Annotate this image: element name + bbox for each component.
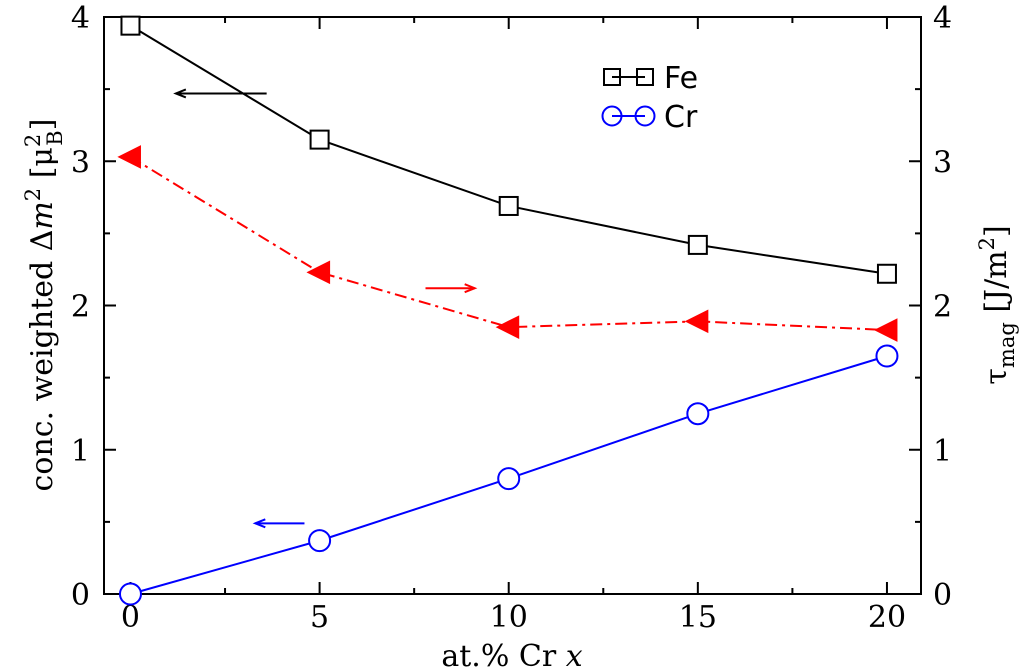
series-line-tau xyxy=(129,156,888,332)
arrow-fe-left-axis-head xyxy=(173,88,187,99)
data-point-tau xyxy=(684,309,709,334)
y-tick-label-right: 4 xyxy=(933,1,952,36)
data-point-cr xyxy=(875,344,899,368)
y-tick-label-left: 2 xyxy=(71,290,90,325)
y-tick-label-left: 3 xyxy=(71,145,90,180)
x-tick-label: 15 xyxy=(679,600,717,635)
data-point-cr xyxy=(686,402,710,426)
x-tick-label: 0 xyxy=(121,600,140,635)
y-tick-label-right: 3 xyxy=(933,145,952,180)
y-axis-label-right: τmag [J/m2] xyxy=(975,225,1019,384)
legend: Fe Cr xyxy=(601,61,698,135)
x-tick-label: 20 xyxy=(868,600,906,635)
data-point-cr xyxy=(308,529,332,553)
y-tick-label-left: 1 xyxy=(71,434,90,469)
y-tick-label-right: 0 xyxy=(933,578,952,613)
data-point-tau xyxy=(306,260,331,285)
data-point-tau xyxy=(873,318,898,342)
x-tick-label: 10 xyxy=(490,600,528,635)
arrow-tau-right-axis-head xyxy=(464,283,478,294)
data-point-tau xyxy=(117,145,141,169)
data-point-fe xyxy=(120,15,141,36)
series-line-fe xyxy=(129,24,888,275)
legend-cr-marker-left xyxy=(601,105,623,127)
plot-frame xyxy=(103,16,922,595)
y-tick-label-right: 2 xyxy=(933,290,952,325)
data-point-fe xyxy=(309,129,330,150)
data-point-fe xyxy=(687,234,708,255)
y-tick-label-left: 0 xyxy=(71,578,90,613)
axis-ticks: 0 5 10 15 20 0 1 2 3 4 0 1 2 3 4 xyxy=(71,1,952,635)
data-point-tau xyxy=(495,315,520,339)
x-axis-label: at.% Cr x xyxy=(441,639,582,670)
x-tick-label: 5 xyxy=(310,600,329,635)
data-point-fe xyxy=(498,195,519,216)
y-tick-label-left: 4 xyxy=(71,1,90,36)
legend-cr-marker-right xyxy=(634,105,656,127)
annotation-arrows xyxy=(173,88,478,529)
arrow-cr-left-axis-head xyxy=(252,518,266,529)
legend-fe-label: Fe xyxy=(664,61,698,96)
legend-fe-marker-left xyxy=(603,68,621,86)
data-point-cr xyxy=(118,582,142,606)
series-group xyxy=(117,15,899,606)
data-point-fe xyxy=(876,263,897,284)
legend-cr-label: Cr xyxy=(664,100,698,135)
legend-fe-marker-right xyxy=(636,68,654,86)
y-axis-label-left: conc. weighted Δm2 [μ2B] xyxy=(21,119,67,492)
y-tick-label-right: 1 xyxy=(933,434,952,469)
data-point-cr xyxy=(497,467,521,491)
